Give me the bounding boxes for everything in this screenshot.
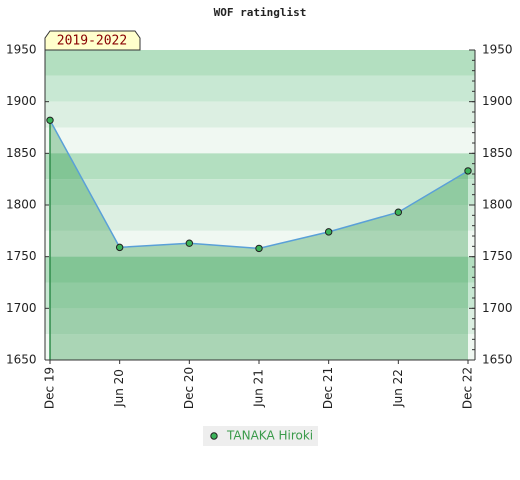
background-band	[45, 230, 475, 257]
y-tick-label: 1800	[6, 198, 37, 212]
background-band	[45, 50, 475, 76]
legend-marker	[210, 432, 218, 440]
data-point	[255, 244, 263, 253]
y-tick-label: 1850	[6, 146, 37, 160]
y2-tick-label: 1650	[482, 353, 513, 367]
x-tick-label: Jun 22	[391, 369, 405, 408]
y-tick-label: 1750	[6, 249, 37, 263]
y-tick-label: 1950	[6, 43, 37, 57]
annotation: 2019-2022	[57, 34, 127, 49]
x-tick-label: Dec 19	[43, 367, 57, 409]
background-band	[45, 75, 475, 102]
background-band	[45, 308, 475, 335]
area-fill	[50, 120, 468, 361]
y-tick-label: 1700	[6, 301, 37, 315]
data-point	[46, 116, 54, 124]
background-band	[45, 256, 475, 283]
legend-label: TANAKA Hiroki	[226, 429, 313, 443]
y2-tick-label: 1950	[482, 43, 513, 57]
y-tick-label: 1900	[6, 94, 37, 108]
background-band	[45, 101, 475, 128]
y-tick-label: 1650	[6, 353, 37, 367]
data-point	[324, 228, 333, 236]
y2-tick-label: 1900	[482, 94, 513, 108]
chart-title: WOF ratinglist	[214, 6, 307, 19]
background-band	[45, 153, 475, 180]
annotation-box	[44, 30, 141, 51]
y2-tick-label: 1800	[482, 198, 513, 212]
x-tick-label: Jun 20	[112, 369, 126, 408]
y2-tick-label: 1850	[482, 146, 513, 160]
y2-tick-label: 1700	[482, 301, 513, 315]
data-point	[115, 243, 124, 252]
x-tick-label: Jun 21	[252, 369, 266, 408]
data-point	[185, 239, 194, 247]
y2-tick-label: 1750	[482, 249, 513, 263]
background-band	[45, 282, 475, 309]
data-point	[394, 208, 403, 216]
data-point	[464, 167, 472, 175]
x-tick-label: Dec 20	[182, 367, 196, 409]
background-band	[45, 179, 475, 205]
x-tick-label: Dec 22	[461, 367, 475, 409]
background-band	[45, 127, 475, 154]
legend-box	[203, 426, 318, 446]
x-tick-label: Dec 21	[321, 367, 335, 409]
background-band	[45, 334, 475, 360]
